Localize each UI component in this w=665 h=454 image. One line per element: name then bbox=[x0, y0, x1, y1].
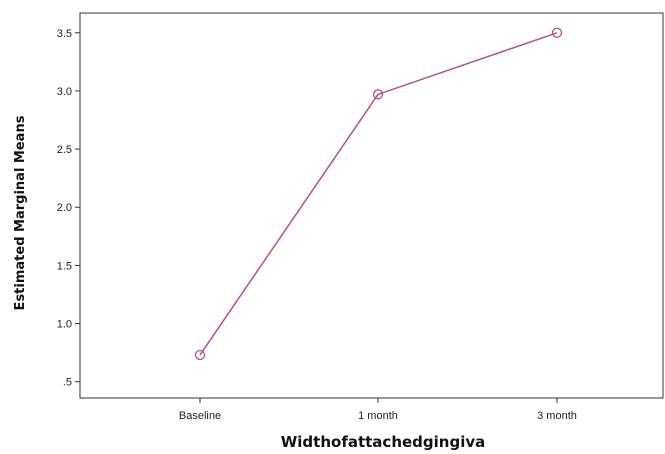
data-point-marker bbox=[194, 349, 206, 361]
y-tick-label: 1.0 bbox=[57, 319, 72, 331]
y-tick-label: 2.0 bbox=[57, 202, 72, 214]
x-tick-label: 1 month bbox=[358, 410, 398, 422]
plot-frame bbox=[79, 12, 664, 399]
x-tick-label: 3 month bbox=[537, 410, 577, 422]
y-axis-ticks: .5 1.0 1.5 2.0 2.5 3.0 3.5 bbox=[57, 28, 80, 389]
y-tick-label: .5 bbox=[63, 377, 72, 389]
x-axis-ticks: Baseline 1 month 3 month bbox=[179, 398, 577, 422]
y-axis-title: Estimated Marginal Means bbox=[13, 115, 28, 310]
y-tick-label: 3.5 bbox=[57, 28, 72, 40]
series-line bbox=[199, 32, 558, 356]
y-tick-label: 3.0 bbox=[57, 86, 72, 98]
data-point-marker bbox=[551, 27, 563, 38]
series-layer bbox=[194, 27, 563, 361]
x-axis-title: Widthofattachedgingiva bbox=[281, 433, 486, 451]
x-tick-label: Baseline bbox=[179, 410, 221, 422]
y-tick-label: 2.5 bbox=[57, 144, 72, 156]
data-point-marker bbox=[372, 89, 384, 100]
y-tick-label: 1.5 bbox=[57, 260, 72, 272]
